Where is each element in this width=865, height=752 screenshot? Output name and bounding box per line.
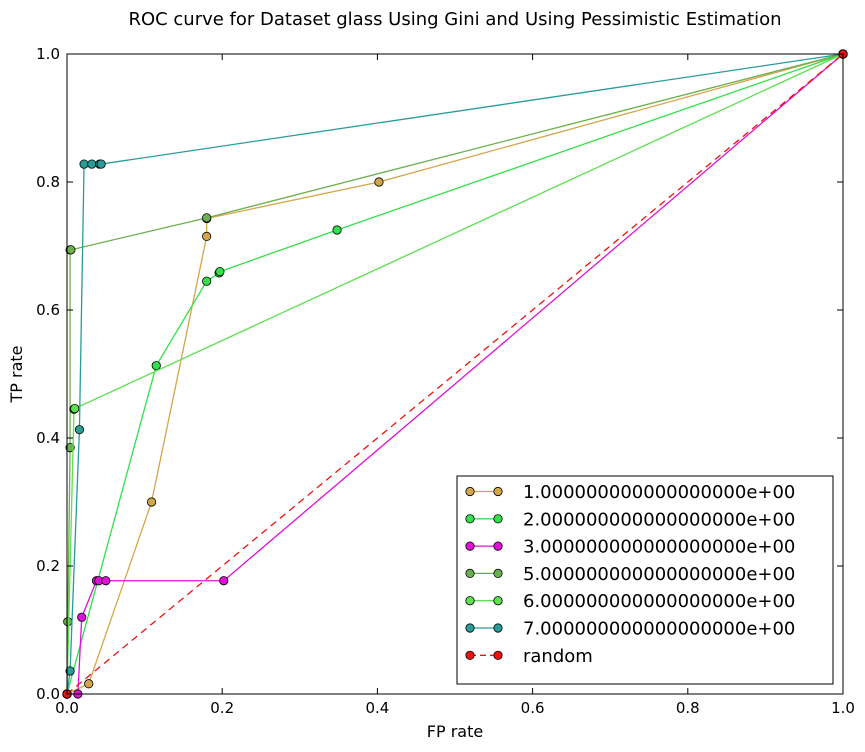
legend-swatch-marker bbox=[493, 541, 503, 551]
data-point bbox=[87, 159, 97, 169]
data-point bbox=[215, 266, 225, 277]
legend-swatch-marker bbox=[493, 596, 503, 606]
legend-label: 6.000000000000000000e+00 bbox=[523, 591, 795, 612]
x-tick-label: 0.4 bbox=[365, 699, 389, 717]
legend-swatch-marker bbox=[493, 486, 503, 497]
legend-swatch-marker bbox=[465, 650, 475, 660]
y-tick-label: 0.8 bbox=[36, 173, 60, 191]
data-point bbox=[74, 425, 85, 435]
ticks-layer: 0.0 0.2 0.4 0.6 0.8 1.0 0.0 0.2 0.4 0.6 0.8 1.0 bbox=[36, 45, 855, 717]
x-axis-title: FP rate bbox=[427, 722, 483, 741]
y-tick-label: 0.6 bbox=[36, 301, 60, 319]
x-tick-label: 0.8 bbox=[676, 699, 700, 717]
legend-label: 7.000000000000000000e+00 bbox=[523, 619, 795, 640]
legend-swatch-marker bbox=[465, 596, 475, 606]
legend-items: 1.000000000000000000e+00 2.00000000000000… bbox=[465, 482, 795, 667]
x-tick-label: 1.0 bbox=[831, 699, 855, 717]
data-point bbox=[219, 576, 229, 586]
data-point bbox=[96, 159, 106, 169]
legend-item: random bbox=[465, 646, 593, 667]
legend-label: 1.000000000000000000e+00 bbox=[523, 482, 795, 503]
data-point bbox=[84, 679, 94, 689]
y-tick-label: 0.0 bbox=[36, 685, 60, 703]
legend-swatch-marker bbox=[493, 650, 503, 660]
data-point bbox=[70, 403, 80, 414]
legend-swatch-marker bbox=[493, 568, 503, 579]
legend-swatch-marker bbox=[465, 568, 475, 579]
data-point bbox=[332, 225, 342, 235]
legend-swatch-marker bbox=[493, 623, 503, 633]
legend-label: random bbox=[523, 646, 593, 667]
legend-frame bbox=[456, 475, 834, 685]
y-tick-label: 0.4 bbox=[36, 429, 60, 447]
x-tick-label: 0.2 bbox=[210, 699, 234, 717]
legend-item: 1.000000000000000000e+00 bbox=[465, 482, 795, 503]
series-layer bbox=[62, 49, 848, 699]
series-5 bbox=[62, 49, 848, 699]
data-point bbox=[202, 276, 212, 286]
x-tick-label: 0.6 bbox=[521, 699, 545, 717]
legend-label: 5.000000000000000000e+00 bbox=[523, 564, 795, 585]
legend-item: 2.000000000000000000e+00 bbox=[465, 509, 795, 530]
data-point bbox=[374, 177, 384, 187]
legend-item: 6.000000000000000000e+00 bbox=[465, 591, 795, 612]
y-axis-title: TP rate bbox=[7, 345, 26, 403]
plot-frame bbox=[66, 53, 844, 695]
data-point bbox=[101, 576, 111, 586]
legend-label: 3.000000000000000000e+00 bbox=[523, 537, 795, 558]
chart-title: ROC curve for Dataset glass Using Gini a… bbox=[128, 9, 781, 30]
y-tick-label: 0.2 bbox=[36, 557, 60, 575]
legend: 1.000000000000000000e+00 2.00000000000000… bbox=[456, 475, 834, 685]
data-point bbox=[79, 159, 89, 169]
data-point bbox=[65, 666, 75, 676]
data-point bbox=[146, 497, 157, 507]
legend-label: 2.000000000000000000e+00 bbox=[523, 509, 795, 530]
data-point bbox=[66, 245, 76, 255]
legend-swatch-marker bbox=[465, 623, 475, 633]
data-point bbox=[151, 361, 161, 371]
y-tick-label: 1.0 bbox=[36, 45, 60, 63]
legend-swatch-marker bbox=[465, 486, 475, 497]
data-point bbox=[65, 442, 75, 453]
data-point bbox=[202, 231, 212, 241]
data-point bbox=[77, 612, 87, 622]
legend-item: 3.000000000000000000e+00 bbox=[465, 537, 795, 558]
legend-swatch-marker bbox=[493, 514, 503, 524]
legend-swatch-marker bbox=[465, 514, 475, 524]
legend-item: 5.000000000000000000e+00 bbox=[465, 564, 795, 585]
legend-swatch-marker bbox=[465, 541, 475, 551]
legend-item: 7.000000000000000000e+00 bbox=[465, 619, 795, 640]
data-point bbox=[202, 213, 212, 223]
data-point bbox=[63, 617, 73, 627]
x-tick-label: 0.0 bbox=[55, 699, 79, 717]
